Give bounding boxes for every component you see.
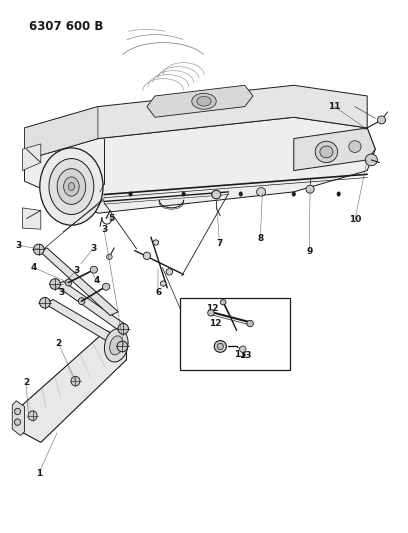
- Ellipse shape: [129, 192, 132, 196]
- Ellipse shape: [197, 96, 211, 106]
- Ellipse shape: [212, 190, 221, 199]
- Ellipse shape: [377, 116, 386, 124]
- Ellipse shape: [68, 182, 74, 191]
- Polygon shape: [16, 330, 126, 442]
- Text: 12: 12: [209, 319, 222, 328]
- Ellipse shape: [50, 279, 60, 289]
- Polygon shape: [24, 107, 98, 160]
- Ellipse shape: [160, 281, 166, 286]
- Text: 4: 4: [93, 277, 100, 285]
- Text: 3: 3: [90, 245, 96, 253]
- Ellipse shape: [306, 185, 314, 193]
- Text: 3: 3: [58, 288, 64, 296]
- Ellipse shape: [90, 266, 98, 273]
- Ellipse shape: [40, 297, 50, 308]
- Ellipse shape: [337, 192, 340, 196]
- Ellipse shape: [40, 148, 103, 225]
- Text: 10: 10: [349, 215, 361, 224]
- Ellipse shape: [49, 159, 94, 215]
- Ellipse shape: [57, 168, 86, 205]
- Text: 3: 3: [101, 225, 107, 233]
- Text: 2: 2: [23, 378, 29, 387]
- Ellipse shape: [78, 297, 85, 305]
- Ellipse shape: [117, 341, 128, 352]
- Ellipse shape: [33, 244, 44, 255]
- Ellipse shape: [257, 188, 266, 196]
- Ellipse shape: [320, 146, 333, 158]
- Text: 5: 5: [108, 214, 114, 223]
- Ellipse shape: [217, 343, 224, 350]
- Text: 7: 7: [216, 239, 223, 248]
- Ellipse shape: [292, 192, 295, 196]
- Ellipse shape: [118, 324, 129, 334]
- Polygon shape: [55, 281, 126, 332]
- Polygon shape: [147, 85, 253, 117]
- Ellipse shape: [365, 154, 377, 166]
- Ellipse shape: [349, 141, 361, 152]
- Text: 1: 1: [35, 469, 42, 478]
- Ellipse shape: [106, 254, 112, 260]
- Text: 13: 13: [235, 350, 247, 359]
- Ellipse shape: [71, 376, 80, 386]
- Ellipse shape: [104, 329, 128, 362]
- Text: 8: 8: [257, 234, 264, 243]
- Ellipse shape: [220, 300, 226, 305]
- Polygon shape: [12, 401, 24, 435]
- Polygon shape: [24, 85, 367, 160]
- Text: 13: 13: [239, 351, 252, 360]
- Polygon shape: [294, 128, 375, 171]
- Ellipse shape: [143, 252, 151, 260]
- Ellipse shape: [64, 177, 79, 196]
- Text: 12: 12: [206, 304, 218, 312]
- Text: 11: 11: [328, 102, 341, 111]
- Ellipse shape: [65, 279, 72, 286]
- Ellipse shape: [153, 240, 159, 245]
- Text: 6307 600 B: 6307 600 B: [29, 20, 103, 33]
- Ellipse shape: [102, 284, 110, 290]
- Text: 2: 2: [55, 339, 62, 348]
- Ellipse shape: [166, 269, 173, 275]
- Ellipse shape: [214, 341, 226, 352]
- Ellipse shape: [182, 192, 185, 196]
- Ellipse shape: [315, 141, 338, 163]
- Polygon shape: [22, 208, 41, 229]
- Ellipse shape: [110, 336, 123, 355]
- Text: 3: 3: [15, 241, 22, 249]
- Polygon shape: [24, 117, 375, 213]
- Ellipse shape: [28, 411, 37, 421]
- Text: 3: 3: [73, 266, 80, 274]
- Ellipse shape: [247, 320, 253, 327]
- Ellipse shape: [14, 408, 20, 415]
- Bar: [180, 298, 290, 370]
- Polygon shape: [45, 300, 126, 349]
- Ellipse shape: [239, 192, 242, 196]
- Ellipse shape: [14, 419, 20, 425]
- Polygon shape: [22, 144, 41, 171]
- Ellipse shape: [192, 93, 216, 109]
- Ellipse shape: [239, 346, 246, 352]
- Ellipse shape: [208, 310, 214, 316]
- Text: 6: 6: [155, 288, 162, 296]
- Text: 9: 9: [306, 247, 313, 256]
- Text: 4: 4: [30, 263, 37, 272]
- Polygon shape: [39, 248, 118, 316]
